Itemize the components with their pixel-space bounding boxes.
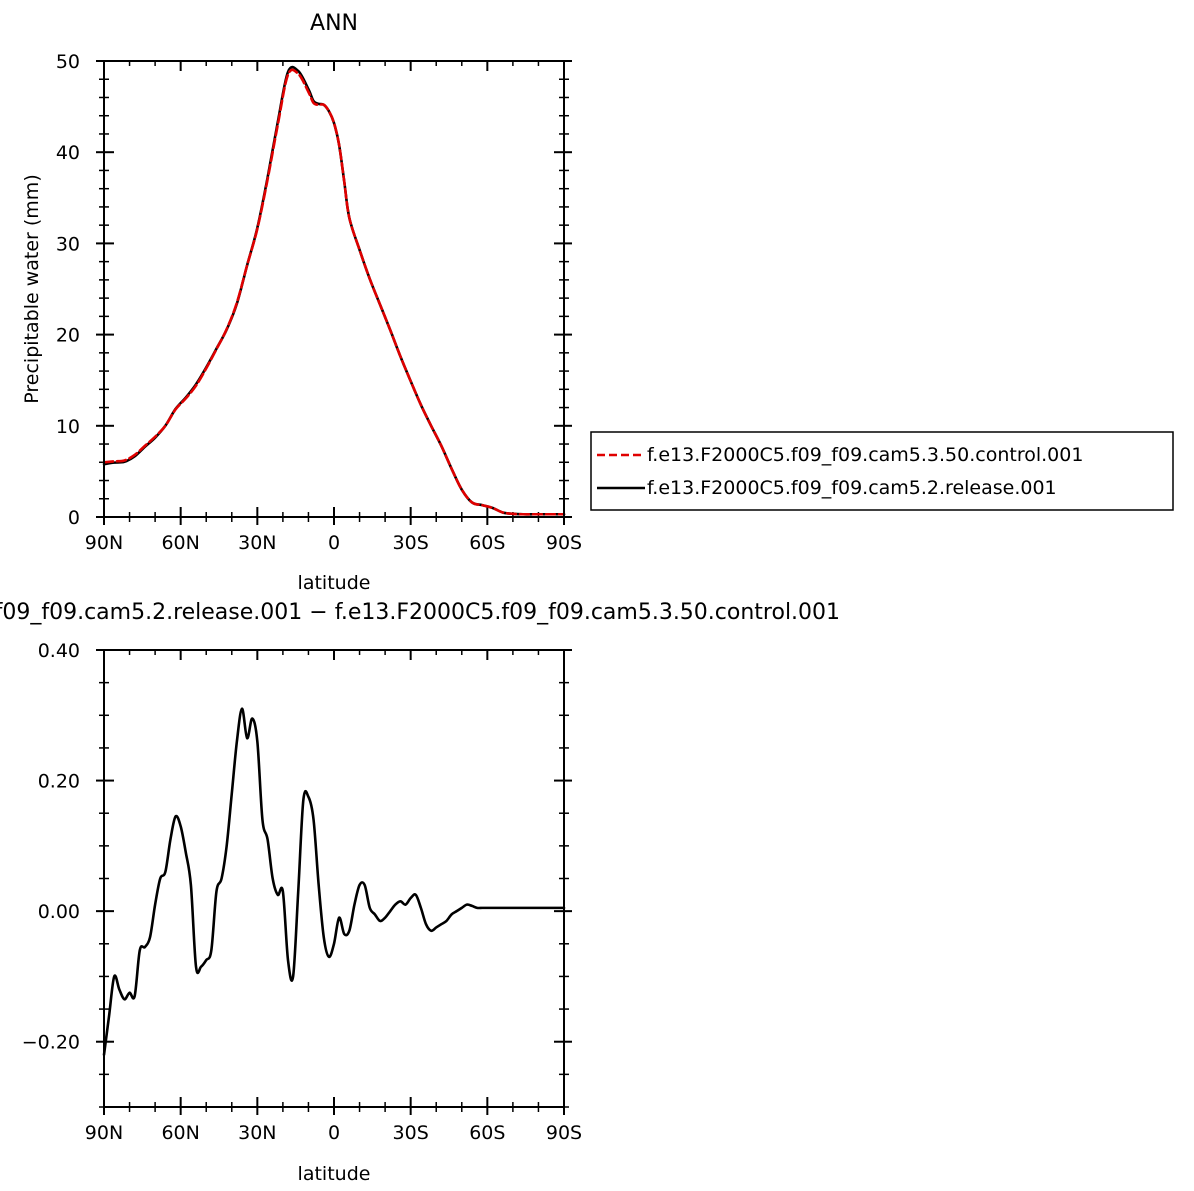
y-tick-label: 20	[56, 325, 80, 347]
legend-label-release: f.e13.F2000C5.f09_f09.cam5.2.release.001	[647, 477, 1057, 499]
y-tick-label: 40	[56, 142, 80, 164]
x-tick-label: 60S	[469, 1122, 505, 1144]
x-tick-label: 90N	[85, 1122, 123, 1144]
axis-ticks	[96, 60, 572, 525]
axis-tick-labels: 90N 60N 30N 0 30S 60S 90S −0.20 0.00 0.20 0.40	[22, 640, 582, 1144]
series-lines	[102, 707, 566, 1057]
x-tick-label: 30S	[393, 1122, 429, 1144]
difference-panel: f.e13.F2000C5.f09_f09.cam5.2.release.001…	[0, 600, 840, 1185]
x-axis-label: latitude	[298, 572, 371, 594]
x-tick-label: 60N	[161, 532, 199, 554]
x-tick-label: 30N	[238, 1122, 276, 1144]
axis-tick-labels: 90N 60N 30N 0 30S 60S 90S 0 10 20 30 40 50	[56, 51, 582, 554]
y-tick-label: 30	[56, 233, 80, 255]
legend-label-control: f.e13.F2000C5.f09_f09.cam5.3.50.control.…	[647, 444, 1083, 466]
y-tick-label: −0.20	[22, 1032, 80, 1054]
legend: f.e13.F2000C5.f09_f09.cam5.3.50.control.…	[590, 431, 1174, 511]
x-tick-label: 90N	[85, 532, 123, 554]
y-tick-label: 0.40	[38, 640, 80, 662]
plot-frame	[103, 649, 565, 1108]
difference-chart-title: f.e13.F2000C5.f09_f09.cam5.2.release.001…	[0, 600, 840, 625]
x-tick-label: 60N	[161, 1122, 199, 1144]
y-tick-label: 10	[56, 416, 80, 438]
x-tick-label: 30N	[238, 532, 276, 554]
y-tick-label: 0.00	[38, 901, 80, 923]
x-tick-label: 30S	[393, 532, 429, 554]
plot-frame	[103, 60, 565, 518]
x-tick-label: 0	[328, 1122, 340, 1144]
series-line-2	[102, 65, 566, 516]
precipitable-water-panel: ANN Precipitable water (mm) latitude 90N…	[21, 11, 1174, 594]
x-tick-label: 60S	[469, 532, 505, 554]
y-tick-label: 0	[68, 507, 80, 529]
series-lines	[102, 65, 566, 516]
x-tick-label: 0	[328, 532, 340, 554]
series-line-1	[102, 707, 566, 1057]
x-tick-label: 90S	[546, 1122, 582, 1144]
legend-box	[590, 431, 1174, 511]
chart-title: ANN	[310, 11, 358, 36]
y-tick-label: 50	[56, 51, 80, 73]
x-axis-label: latitude	[298, 1163, 371, 1185]
y-axis-label: Precipitable water (mm)	[21, 174, 43, 403]
x-tick-label: 90S	[546, 532, 582, 554]
y-tick-label: 0.20	[38, 771, 80, 793]
series-line-1	[102, 68, 566, 516]
axis-ticks	[96, 649, 572, 1115]
